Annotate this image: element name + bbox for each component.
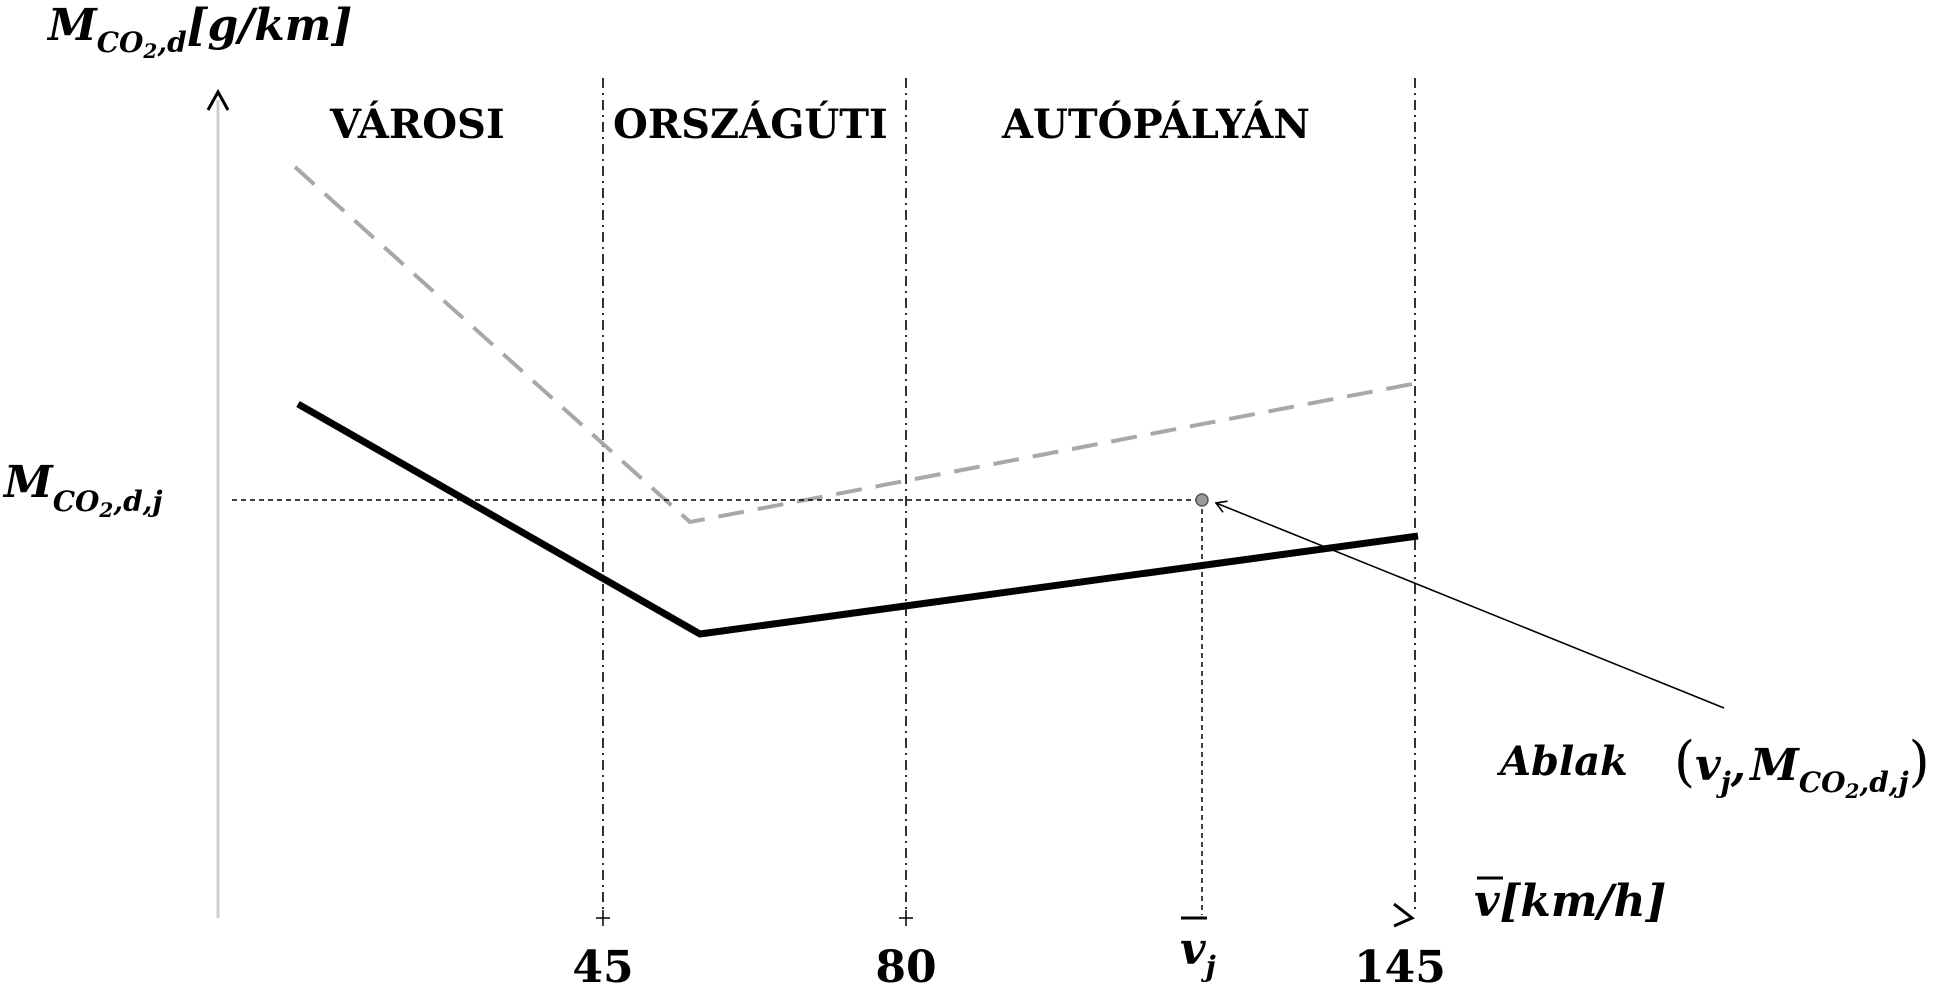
region-label-varosi: VÁROSI	[329, 101, 505, 148]
window-pointer-arrow	[1214, 500, 1725, 709]
window-coordinates: (vj,MCO2,d,j)	[1674, 730, 1930, 803]
tick-label-45: 45	[572, 942, 633, 989]
x-axis-label: v[km/h]	[1474, 876, 1666, 927]
y-axis-label: MCO2,d[g/km]	[46, 0, 352, 63]
level-label: MCO2,d,j	[2, 457, 163, 522]
solid-curve	[296, 400, 1419, 638]
y-axis-arrow-icon	[206, 88, 230, 111]
x-axis-arrow-icon	[1393, 902, 1415, 928]
window-point	[1195, 493, 1209, 507]
tick-mark-80	[899, 910, 913, 926]
tick-label-vj: vj	[1180, 924, 1216, 983]
region-label-orszaguti: ORSZÁGÚTI	[613, 101, 888, 148]
tick-mark-45	[596, 910, 610, 926]
dashed-curve	[293, 165, 1413, 525]
region-label-autopalyan: AUTÓPÁLYÁN	[1001, 101, 1310, 148]
window-label: Ablak	[1496, 738, 1628, 785]
tick-label-80: 80	[875, 942, 936, 989]
tick-label-145: 145	[1354, 942, 1446, 989]
